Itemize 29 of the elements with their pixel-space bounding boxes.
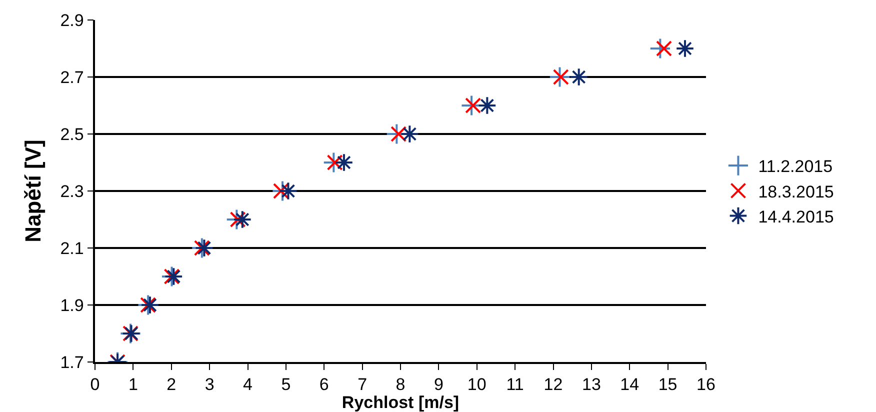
y-tick-label: 2.1 [60, 238, 84, 258]
y-tick-label: 2.5 [60, 124, 84, 144]
x-tick-label: 8 [396, 375, 406, 394]
x-tick-label: 15 [658, 375, 678, 394]
y-tick-label: 2.3 [60, 182, 84, 201]
x-tick-label: 6 [319, 375, 329, 394]
x-tick-label: 5 [281, 375, 291, 394]
legend-label: 18.3.2015 [758, 182, 834, 202]
x-tick-label: 3 [204, 375, 214, 394]
x-tick-label: 0 [90, 375, 100, 394]
y-axis-title: Napětí [V] [20, 140, 46, 242]
x-tick-label: 16 [696, 375, 716, 394]
y-tick-label: 2.9 [60, 10, 84, 30]
x-axis-title: Rychlost [m/s] [342, 393, 460, 412]
x-tick-label: 2 [166, 375, 176, 394]
x-tick-label: 11 [506, 375, 524, 394]
x-tick-label: 1 [128, 375, 138, 394]
y-tick-label: 1.7 [60, 352, 84, 372]
y-tick-label: 2.7 [60, 68, 84, 87]
x-tick-label: 10 [467, 375, 486, 394]
x-tick-label: 14 [620, 375, 640, 394]
legend-label: 11.2.2015 [758, 157, 833, 176]
y-tick-label: 1.9 [60, 296, 84, 315]
x-tick-label: 9 [434, 375, 444, 394]
x-tick-label: 12 [544, 375, 563, 394]
x-tick-label: 7 [358, 375, 368, 394]
x-tick-label: 13 [582, 375, 601, 394]
legend-label: 14.4.2015 [758, 207, 834, 226]
x-tick-label: 4 [243, 375, 252, 394]
